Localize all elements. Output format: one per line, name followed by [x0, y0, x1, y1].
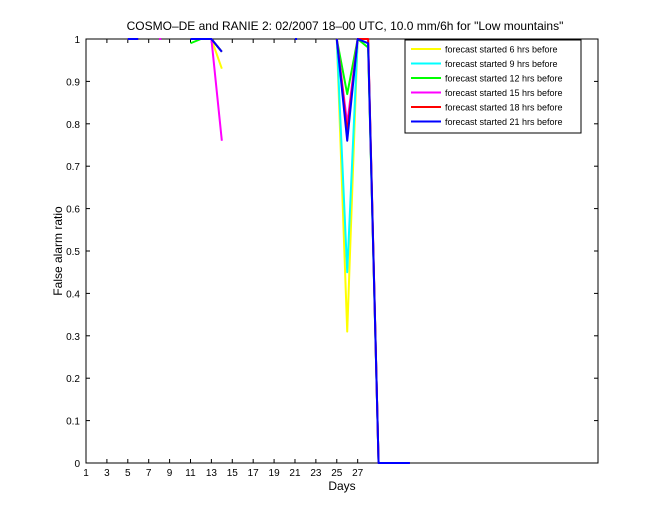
- y-tick-label: 0.7: [66, 162, 80, 173]
- x-tick-label: 7: [146, 468, 152, 479]
- y-tick-label: 0.5: [66, 247, 80, 258]
- legend-label: forecast started 6 hrs before: [445, 45, 558, 55]
- x-tick-label: 27: [352, 468, 364, 479]
- x-tick-label: 17: [248, 468, 260, 479]
- y-tick-label: 0: [74, 459, 80, 470]
- series-lines: [127, 38, 410, 464]
- legend-label: forecast started 12 hrs before: [445, 74, 563, 84]
- legend-label: forecast started 9 hrs before: [445, 59, 558, 69]
- x-tick-label: 11: [185, 468, 196, 479]
- y-tick-label: 0.3: [66, 332, 80, 343]
- x-tick-label: 21: [289, 468, 301, 479]
- x-tick-label: 15: [227, 468, 239, 479]
- x-tick-label: 3: [104, 468, 110, 479]
- x-tick-label: 1: [83, 468, 89, 479]
- series-line: [335, 38, 410, 464]
- x-tick-label: 5: [125, 468, 131, 479]
- x-tick-label: 13: [206, 468, 218, 479]
- legend-label: forecast started 21 hrs before: [445, 117, 563, 127]
- chart-title: COSMO–DE and RANIE 2: 02/2007 18–00 UTC,…: [127, 19, 564, 33]
- y-tick-label: 1: [74, 35, 80, 46]
- y-tick-label: 0.6: [66, 205, 80, 216]
- legend: forecast started 6 hrs before forecast st…: [404, 39, 582, 134]
- x-axis-label: Days: [328, 479, 355, 493]
- legend-label: forecast started 15 hrs before: [445, 88, 563, 98]
- y-tick-label: 0.2: [66, 374, 80, 385]
- legend-box: [404, 39, 582, 134]
- x-axis: 1 3 5 7 9 11 13 15 17 19 21 23 25 27: [83, 39, 364, 479]
- y-tick-label: 0.8: [66, 120, 80, 131]
- legend-label: forecast started 18 hrs before: [445, 103, 563, 113]
- y-tick-label: 0.4: [66, 289, 80, 300]
- y-tick-label: 0.9: [66, 77, 80, 88]
- x-tick-label: 23: [310, 468, 322, 479]
- series-line: [190, 38, 223, 53]
- x-tick-label: 19: [269, 468, 281, 479]
- y-axis: 0 0.1 0.2 0.3 0.4 0.5 0.6 0.7 0.8 0.9 1: [66, 35, 598, 470]
- x-tick-label: 9: [167, 468, 173, 479]
- y-tick-label: 0.1: [66, 417, 80, 428]
- x-tick-label: 25: [331, 468, 343, 479]
- y-axis-label: False alarm ratio: [51, 206, 65, 296]
